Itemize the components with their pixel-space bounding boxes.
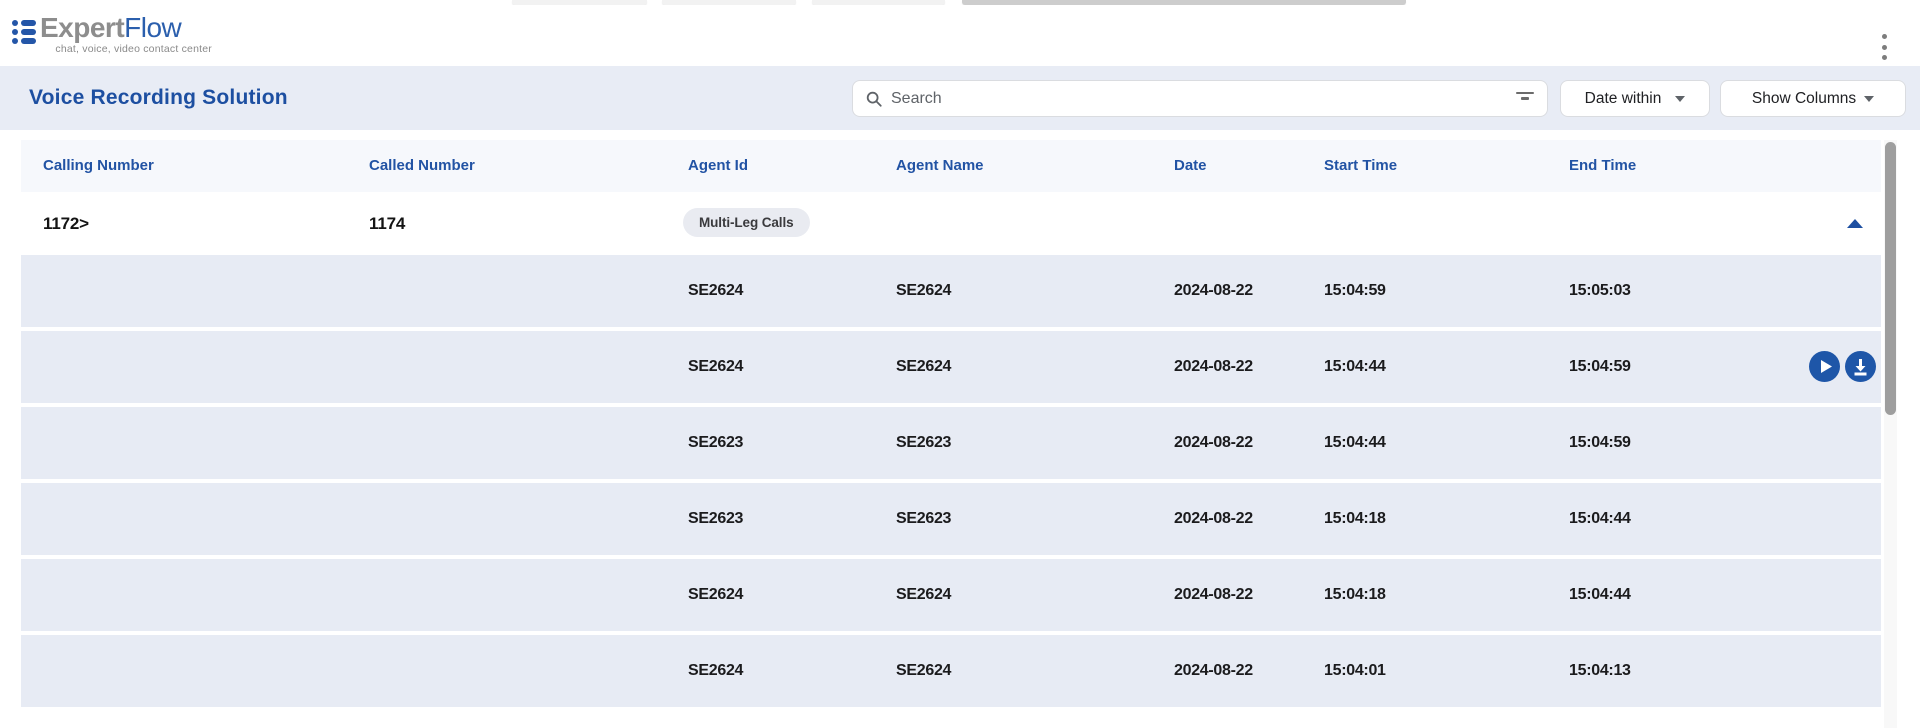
expertflow-logo: ExpertFlow chat, voice, video contact ce… xyxy=(12,11,212,59)
cell-start-time: 15:04:18 xyxy=(1324,510,1386,527)
browser-tab-remnant[interactable] xyxy=(662,0,796,5)
cell-date: 2024-08-22 xyxy=(1174,358,1253,375)
cell-end-time: 15:04:59 xyxy=(1569,358,1631,375)
logo-text-expert: Expert xyxy=(40,12,125,43)
column-header-agent-id[interactable]: Agent Id xyxy=(688,157,748,174)
play-icon xyxy=(1809,351,1840,382)
chevron-down-icon xyxy=(1675,95,1686,102)
page-title: Voice Recording Solution xyxy=(29,86,288,109)
download-button[interactable] xyxy=(1845,351,1876,382)
cell-agent-id: SE2624 xyxy=(688,358,744,375)
table-row[interactable]: SE2624 SE2624 2024-08-22 15:04:44 15:04:… xyxy=(21,331,1881,403)
logo-wordmark: ExpertFlow xyxy=(40,11,182,45)
cell-date: 2024-08-22 xyxy=(1174,282,1253,299)
logo-tagline: chat, voice, video contact center xyxy=(55,43,212,55)
show-columns-label: Show Columns xyxy=(1751,89,1857,107)
show-columns-button[interactable]: Show Columns xyxy=(1720,80,1906,117)
browser-tab-remnant[interactable] xyxy=(512,0,647,5)
cell-agent-id: SE2624 xyxy=(688,586,744,603)
cell-calling-number: 1172> xyxy=(43,214,89,233)
cell-start-time: 15:04:01 xyxy=(1324,662,1386,679)
table-header-row: Calling Number Called Number Agent Id Ag… xyxy=(21,140,1881,192)
table-row[interactable]: SE2623 SE2623 2024-08-22 15:04:18 15:04:… xyxy=(21,483,1881,555)
date-within-button[interactable]: Date within xyxy=(1560,80,1710,117)
multi-leg-calls-badge: Multi-Leg Calls xyxy=(683,208,810,237)
collapse-arrow-icon[interactable] xyxy=(1847,219,1863,228)
table-row[interactable]: SE2624 SE2624 2024-08-22 15:04:59 15:05:… xyxy=(21,255,1881,327)
recordings-table: Calling Number Called Number Agent Id Ag… xyxy=(21,140,1881,728)
cell-end-time: 15:05:03 xyxy=(1569,282,1631,299)
cell-agent-id: SE2624 xyxy=(688,282,744,299)
logo-text-flow: Flow xyxy=(124,12,182,43)
cell-agent-name: SE2624 xyxy=(896,586,952,603)
cell-end-time: 15:04:13 xyxy=(1569,662,1631,679)
table-row[interactable]: SE2624 SE2624 2024-08-22 15:04:01 15:04:… xyxy=(21,635,1881,707)
search-icon xyxy=(866,91,882,107)
vertical-scrollbar[interactable] xyxy=(1884,140,1897,728)
column-header-date[interactable]: Date xyxy=(1174,157,1207,174)
download-icon xyxy=(1845,351,1876,382)
filter-icon[interactable] xyxy=(1515,91,1535,106)
kebab-menu-icon[interactable] xyxy=(1877,34,1891,60)
cell-agent-name: SE2624 xyxy=(896,358,952,375)
column-header-start-time[interactable]: Start Time xyxy=(1324,157,1398,174)
row-actions xyxy=(1809,351,1876,382)
scrollbar-thumb[interactable] xyxy=(1885,142,1896,415)
cell-start-time: 15:04:18 xyxy=(1324,586,1386,603)
cell-agent-id: SE2623 xyxy=(688,434,744,451)
cell-agent-name: SE2623 xyxy=(896,434,952,451)
cell-called-number: 1174 xyxy=(369,214,406,233)
cell-agent-name: SE2624 xyxy=(896,662,952,679)
cell-start-time: 15:04:44 xyxy=(1324,434,1386,451)
column-header-called-number[interactable]: Called Number xyxy=(369,157,475,174)
cell-date: 2024-08-22 xyxy=(1174,586,1253,603)
logo-mark-icon xyxy=(12,20,36,44)
cell-start-time: 15:04:59 xyxy=(1324,282,1386,299)
table-row-partial xyxy=(21,711,1881,728)
browser-tab-remnant-active[interactable] xyxy=(962,0,1406,5)
column-header-end-time[interactable]: End Time xyxy=(1569,157,1637,174)
column-header-agent-name[interactable]: Agent Name xyxy=(896,157,984,174)
cell-agent-id: SE2623 xyxy=(688,510,744,527)
search-input[interactable] xyxy=(891,89,1515,108)
cell-agent-name: SE2623 xyxy=(896,510,952,527)
cell-end-time: 15:04:44 xyxy=(1569,586,1631,603)
date-within-label: Date within xyxy=(1584,89,1662,107)
cell-date: 2024-08-22 xyxy=(1174,434,1253,451)
cell-start-time: 15:04:44 xyxy=(1324,358,1386,375)
column-header-calling-number[interactable]: Calling Number xyxy=(43,157,154,174)
app-header: ExpertFlow chat, voice, video contact ce… xyxy=(0,5,1920,66)
browser-tab-remnant[interactable] xyxy=(812,0,945,5)
cell-date: 2024-08-22 xyxy=(1174,662,1253,679)
table-row[interactable]: SE2624 SE2624 2024-08-22 15:04:18 15:04:… xyxy=(21,559,1881,631)
cell-end-time: 15:04:44 xyxy=(1569,510,1631,527)
chevron-down-icon xyxy=(1864,95,1875,102)
play-button[interactable] xyxy=(1809,351,1840,382)
cell-date: 2024-08-22 xyxy=(1174,510,1253,527)
search-bar xyxy=(852,80,1548,117)
cell-agent-id: SE2624 xyxy=(688,662,744,679)
cell-end-time: 15:04:59 xyxy=(1569,434,1631,451)
table-row[interactable]: SE2623 SE2623 2024-08-22 15:04:44 15:04:… xyxy=(21,407,1881,479)
cell-agent-name: SE2624 xyxy=(896,282,952,299)
call-group-row[interactable]: 1172> 1174 Multi-Leg Calls xyxy=(21,192,1881,255)
